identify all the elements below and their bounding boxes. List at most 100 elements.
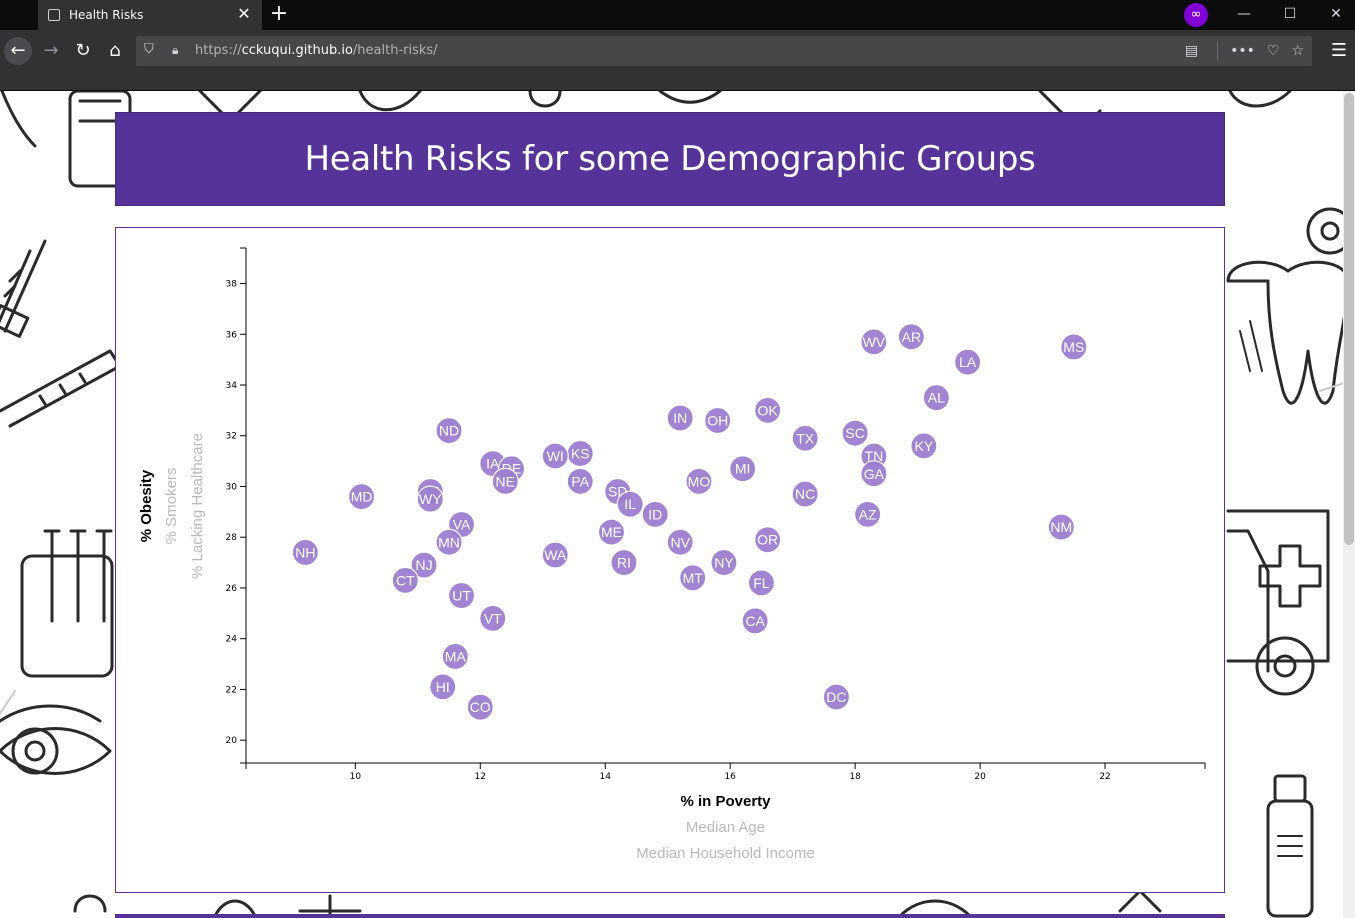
page-title: Health Risks for some Demographic Groups xyxy=(115,112,1225,206)
y-axis-option-3[interactable]: % Lacking Healthcare xyxy=(189,433,206,579)
data-point-label: WY xyxy=(419,491,442,507)
scrollbar-thumb[interactable] xyxy=(1344,93,1354,545)
data-point[interactable] xyxy=(1060,333,1088,361)
y-axis-option-1[interactable]: % Obesity xyxy=(138,469,155,542)
data-point[interactable] xyxy=(491,467,519,495)
data-point-label: NY xyxy=(714,555,734,571)
data-point-label: MT xyxy=(683,570,704,586)
new-tab-button[interactable]: + xyxy=(269,1,289,26)
data-point[interactable] xyxy=(747,569,776,597)
data-point-label: ID xyxy=(648,506,662,522)
data-point[interactable] xyxy=(791,480,819,508)
data-point[interactable] xyxy=(729,455,757,483)
minimize-icon[interactable]: — xyxy=(1237,6,1251,22)
y-axis-option-2[interactable]: % Smokers xyxy=(163,468,180,545)
data-point[interactable] xyxy=(541,442,569,470)
data-point[interactable] xyxy=(566,467,594,495)
data-point-label: NV xyxy=(670,534,690,550)
data-point-label: OK xyxy=(758,402,779,418)
toolbar-spacer xyxy=(0,72,1355,91)
data-point[interactable] xyxy=(441,642,469,671)
back-arrow-icon[interactable]: ← xyxy=(4,37,32,65)
data-point-label: UT xyxy=(452,588,471,604)
data-point[interactable] xyxy=(704,406,732,435)
x-axis-option-2[interactable]: Median Age xyxy=(686,819,765,836)
data-point[interactable] xyxy=(347,483,376,511)
data-point[interactable] xyxy=(466,693,494,721)
data-point[interactable] xyxy=(435,528,463,556)
x-axis-option-1[interactable]: % in Poverty xyxy=(680,793,771,810)
data-point[interactable] xyxy=(435,417,463,445)
data-point[interactable] xyxy=(685,467,713,495)
y-tick-label: 36 xyxy=(226,330,238,340)
data-point[interactable] xyxy=(854,500,882,528)
data-point-label: TN xyxy=(865,448,884,464)
data-point[interactable] xyxy=(791,424,819,452)
url-host: cckuqui.github.io xyxy=(241,43,353,58)
data-point[interactable] xyxy=(910,432,938,460)
data-point-label: RI xyxy=(617,555,631,571)
maximize-icon[interactable]: ☐ xyxy=(1283,6,1297,22)
data-point-label: GA xyxy=(864,466,885,482)
data-point-label: CO xyxy=(470,699,491,715)
shield-icon[interactable]: ⛉ xyxy=(144,42,154,57)
home-icon[interactable]: ⌂ xyxy=(109,40,121,61)
x-tick-label: 20 xyxy=(974,772,986,782)
data-point[interactable] xyxy=(597,518,626,546)
data-point[interactable] xyxy=(860,460,888,488)
data-point[interactable] xyxy=(741,607,769,635)
url-separator xyxy=(1217,42,1218,60)
tab-health-risks[interactable]: Health Risks ✕ xyxy=(38,0,262,30)
data-point[interactable] xyxy=(679,564,707,592)
lock-icon[interactable]: 🔒︎ xyxy=(172,43,179,57)
data-point-label: SC xyxy=(845,425,864,441)
x-tick-label: 14 xyxy=(600,772,612,782)
data-point-label: WI xyxy=(547,448,564,464)
data-point[interactable] xyxy=(416,485,444,513)
reload-icon[interactable]: ↻ xyxy=(75,40,91,61)
data-point-label: MO xyxy=(688,473,711,489)
data-point[interactable] xyxy=(479,604,507,632)
data-point[interactable] xyxy=(410,551,438,579)
data-point-label: ME xyxy=(601,524,622,540)
data-point[interactable] xyxy=(1047,513,1075,541)
data-point[interactable] xyxy=(922,384,950,412)
data-point[interactable] xyxy=(754,526,782,554)
data-point-label: NH xyxy=(295,544,315,560)
data-point[interactable] xyxy=(391,566,419,594)
bookmark-star-icon[interactable]: ☆ xyxy=(1291,43,1304,59)
y-tick-label: 22 xyxy=(226,685,237,695)
close-icon[interactable]: ✕ xyxy=(237,4,251,23)
url-bar[interactable]: ⛉ 🔒︎ https://cckuqui.github.io/health-ri… xyxy=(136,36,1312,66)
data-point[interactable] xyxy=(429,673,457,701)
data-point[interactable] xyxy=(666,404,694,432)
data-point[interactable] xyxy=(710,548,738,577)
data-point[interactable] xyxy=(822,683,850,711)
window-close-icon[interactable]: ✕ xyxy=(1330,6,1342,22)
url-text[interactable]: https://cckuqui.github.io/health-risks/ xyxy=(195,43,438,58)
more-actions-icon[interactable]: ••• xyxy=(1230,43,1255,59)
data-point-label: NJ xyxy=(415,557,432,573)
menu-icon[interactable]: ☰ xyxy=(1330,40,1348,61)
x-axis-option-3[interactable]: Median Household Income xyxy=(636,845,814,862)
data-point[interactable] xyxy=(447,581,476,610)
data-point[interactable] xyxy=(666,528,694,556)
page-scrollbar[interactable] xyxy=(1343,91,1355,918)
data-point[interactable] xyxy=(841,419,869,447)
scatter-chart: 10 12 14 16 18 20 22 20 22 24 26 28 30 32 34 36 38 WV AR MS… xyxy=(138,247,1206,862)
forward-arrow-icon[interactable]: → xyxy=(43,40,59,61)
data-point[interactable] xyxy=(610,548,638,577)
pocket-icon[interactable]: ♡ xyxy=(1266,43,1280,59)
data-point-label: NM xyxy=(1050,519,1072,535)
data-point[interactable] xyxy=(291,538,319,567)
y-tick-label: 34 xyxy=(226,381,238,391)
data-point[interactable] xyxy=(860,328,888,356)
reader-view-icon[interactable]: ▤ xyxy=(1184,43,1199,59)
data-point[interactable] xyxy=(641,500,669,528)
data-point[interactable] xyxy=(541,541,569,569)
data-point[interactable] xyxy=(616,490,644,518)
data-point-label: IA xyxy=(486,456,500,472)
data-point[interactable] xyxy=(754,396,782,424)
data-point[interactable] xyxy=(897,323,925,351)
data-point[interactable] xyxy=(953,348,982,376)
